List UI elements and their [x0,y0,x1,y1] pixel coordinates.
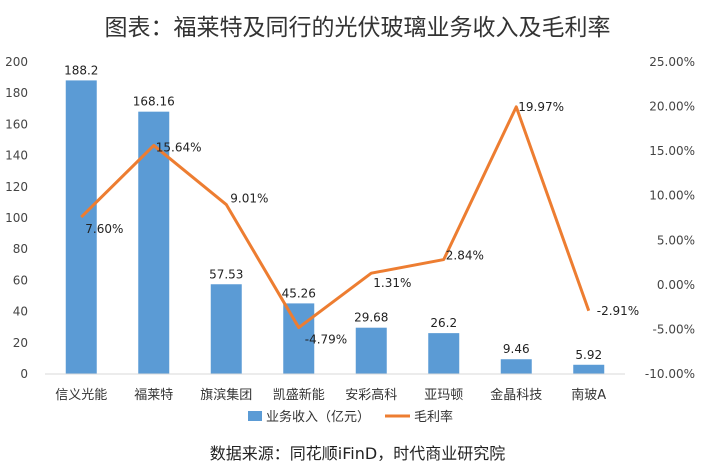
line-series: 7.60% 15.64% 9.01% -4.79% 1.31% 2.84% 19.97% -2… [80,100,639,347]
margin-line [80,105,591,330]
left-axis-tick-label: 60 [13,273,28,287]
right-axis-tick-label: -10.00% [645,367,695,381]
category-label: 亚玛顿 [424,388,463,403]
right-axis-tick-label: 10.00% [649,189,695,203]
bar-value-label: 57.53 [209,267,243,281]
category-label: 信义光能 [55,388,107,403]
line-value-label: 9.01% [230,192,268,206]
legend-bar-label: 业务收入（亿元） [266,409,370,425]
right-axis-tick-label: 0.00% [657,278,695,292]
right-axis-tick-label: 15.00% [649,144,695,158]
bar [65,80,97,375]
category-axis: 信义光能 福莱特 旗滨集团 凯盛新能 安彩高科 亚玛顿 金晶科技 南玻A [45,373,625,403]
bar-value-label: 29.68 [354,311,388,325]
bar-value-label: 26.2 [430,316,457,330]
left-axis: 0 20 40 60 80 100 120 140 160 180 200 [5,55,28,381]
category-label: 凯盛新能 [273,387,325,403]
line-value-label: -2.91% [597,304,639,318]
line-value-label: 7.60% [85,222,123,236]
left-axis-tick-label: 40 [13,305,28,319]
category-label: 旗滨集团 [200,387,252,403]
category-label: 南玻A [571,387,606,403]
right-axis: -10.00% -5.00% 0.00% 5.00% 10.00% 15.00% 20.00… [645,55,695,381]
bar [428,333,460,374]
chart-source: 数据来源：同花顺iFinD，时代商业研究院 [209,444,506,463]
category-label: 金晶科技 [490,387,542,403]
left-axis-tick-label: 100 [5,211,28,225]
line-value-label: 1.31% [373,276,411,290]
right-axis-tick-label: 20.00% [649,100,695,114]
bar-value-label: 5.92 [575,348,602,362]
line-value-label: 15.64% [156,140,202,154]
bar [355,327,387,374]
legend-line-label: 毛利率 [414,409,453,425]
legend: 业务收入（亿元） 毛利率 [248,409,453,425]
left-axis-tick-label: 0 [20,367,28,381]
left-axis-tick-label: 200 [5,55,28,69]
category-label: 安彩高科 [345,387,397,403]
right-axis-tick-label: 5.00% [657,233,695,247]
bar-value-label: 45.26 [282,286,316,300]
left-axis-tick-label: 160 [5,117,28,131]
bar [283,303,315,374]
bar [573,364,605,374]
left-axis-tick-label: 80 [13,242,28,256]
line-value-label: 19.97% [518,100,564,114]
bar-value-label: 188.2 [64,63,98,77]
left-axis-tick-label: 20 [13,336,28,350]
bar-series: 188.2 168.16 57.53 45.26 29.68 26.2 9.46 5.92 [64,63,605,375]
bar [500,359,532,374]
bar-value-label: 9.46 [503,342,530,356]
bar-value-label: 168.16 [133,95,175,109]
right-axis-tick-label: 25.00% [649,55,695,69]
bar [210,284,242,374]
right-axis-tick-label: -5.00% [653,322,695,336]
line-value-label: 2.84% [446,249,484,263]
legend-bar-swatch [248,411,262,421]
line-value-label: -4.79% [305,333,347,347]
chart-title: 图表：福莱特及同行的光伏玻璃业务收入及毛利率 [104,15,611,41]
category-label: 福莱特 [134,388,173,403]
left-axis-tick-label: 140 [5,149,28,163]
left-axis-tick-label: 120 [5,180,28,194]
left-axis-tick-label: 180 [5,86,28,100]
